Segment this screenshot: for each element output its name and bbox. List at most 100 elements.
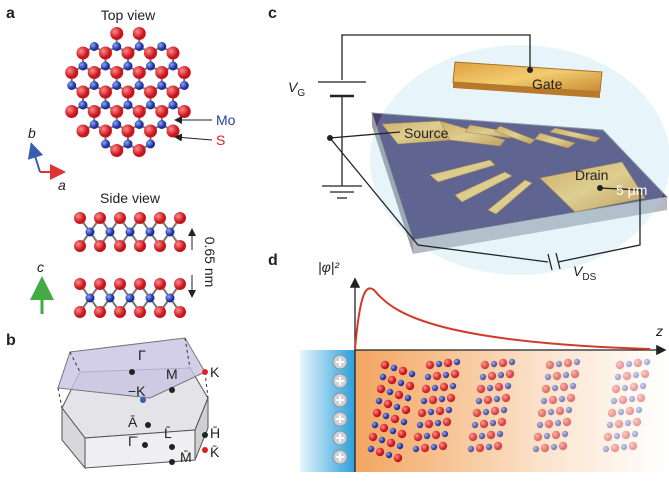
mo-atom: [396, 442, 404, 450]
mo-atom: [390, 364, 398, 372]
s-atom: [132, 66, 146, 79]
mo-atom: [555, 360, 563, 368]
s-atom: [603, 432, 613, 442]
s-atom: [98, 46, 112, 60]
vds-subscript: DS: [582, 272, 596, 283]
mo-atom: [125, 293, 135, 303]
ion-sign: [336, 358, 344, 366]
s-atom: [387, 375, 397, 385]
s-atom: [611, 384, 621, 394]
s-atom: [144, 85, 158, 99]
s-atom: [435, 406, 445, 416]
brillouin-zone: [57, 337, 209, 470]
mo-atom: [479, 373, 487, 381]
s-atom: [443, 358, 453, 368]
s-atom: [144, 124, 158, 138]
s-atom: [87, 66, 101, 79]
mo-atom: [371, 421, 379, 429]
s-atom: [618, 395, 628, 405]
mo-atom: [125, 227, 135, 237]
mo-atom: [536, 421, 544, 429]
s-atom: [486, 430, 496, 440]
mo-atom: [562, 371, 570, 379]
s-atom: [633, 358, 643, 368]
s-atom: [65, 105, 79, 118]
thickness-label: 0.65 nm: [202, 237, 218, 288]
junction: [327, 135, 333, 141]
s-atom: [628, 441, 638, 451]
s-atom: [134, 240, 146, 252]
s-atom: [372, 408, 382, 418]
s-atom: [177, 66, 191, 79]
mo-atom: [547, 408, 555, 416]
ion-sign: [336, 396, 344, 404]
s-atom: [76, 124, 90, 138]
mo-atom: [639, 382, 647, 390]
mo-atom: [123, 61, 133, 71]
bz-point: [202, 447, 208, 453]
mo-atom: [490, 360, 498, 368]
vds-label: VDS: [573, 263, 597, 283]
mo-atom: [89, 81, 99, 90]
s-atom: [154, 212, 166, 224]
electrolyte: [300, 350, 355, 472]
mo-atom: [500, 406, 508, 414]
mo-atom: [134, 120, 144, 129]
mo-atom: [100, 61, 110, 71]
s-atom: [76, 85, 90, 99]
s-atom: [368, 432, 378, 442]
mo-atom: [431, 384, 439, 392]
s-atom: [154, 306, 166, 318]
bz-point-label: Ā: [128, 414, 138, 430]
mo-atom: [112, 42, 122, 51]
panel-label: c: [268, 5, 277, 22]
mo-atom: [67, 81, 77, 90]
mo-atom: [123, 100, 133, 110]
mo-atom: [78, 100, 88, 110]
s-atom: [548, 395, 558, 405]
mo-atom: [379, 373, 387, 381]
mo-atom: [435, 360, 443, 368]
s-atom: [498, 358, 508, 368]
s-atom: [154, 240, 166, 252]
mo-atom: [554, 419, 562, 427]
s-atom: [479, 419, 489, 429]
s-atom: [446, 393, 456, 403]
s-atom: [432, 371, 442, 381]
mo-atom: [100, 100, 110, 110]
mo-atom: [610, 397, 618, 405]
s-atom: [431, 430, 441, 440]
s-atom: [540, 443, 550, 453]
bz-point-label: Γ̄: [128, 433, 138, 449]
mo-atom: [416, 421, 424, 429]
bz-point-label: K: [210, 364, 220, 380]
mo-atom: [544, 373, 552, 381]
s-atom: [497, 417, 507, 427]
mo-atom: [486, 384, 494, 392]
s-atom: [622, 371, 632, 381]
panel-label: b: [6, 332, 16, 349]
mo-atom: [423, 432, 431, 440]
bz-point-label: K̄: [210, 444, 220, 460]
s-atom: [417, 408, 427, 418]
mo-atom: [445, 406, 453, 414]
s-atom: [552, 371, 562, 381]
s-arrow: [174, 133, 213, 142]
s-atom: [174, 278, 186, 290]
s-atom: [610, 443, 620, 453]
mo-atom: [558, 395, 566, 403]
panel-label: a: [6, 5, 15, 22]
s-atom: [424, 419, 434, 429]
mo-atom: [606, 421, 614, 429]
s-atom: [134, 306, 146, 318]
mo-atom: [624, 419, 632, 427]
s-atom: [76, 46, 90, 60]
b-axis-label: b: [28, 125, 36, 141]
s-atom: [134, 212, 146, 224]
s-atom: [490, 406, 500, 416]
s-atom: [390, 414, 400, 424]
mo-atom: [145, 227, 155, 237]
s-atom: [505, 369, 515, 379]
s-atom: [468, 432, 478, 442]
